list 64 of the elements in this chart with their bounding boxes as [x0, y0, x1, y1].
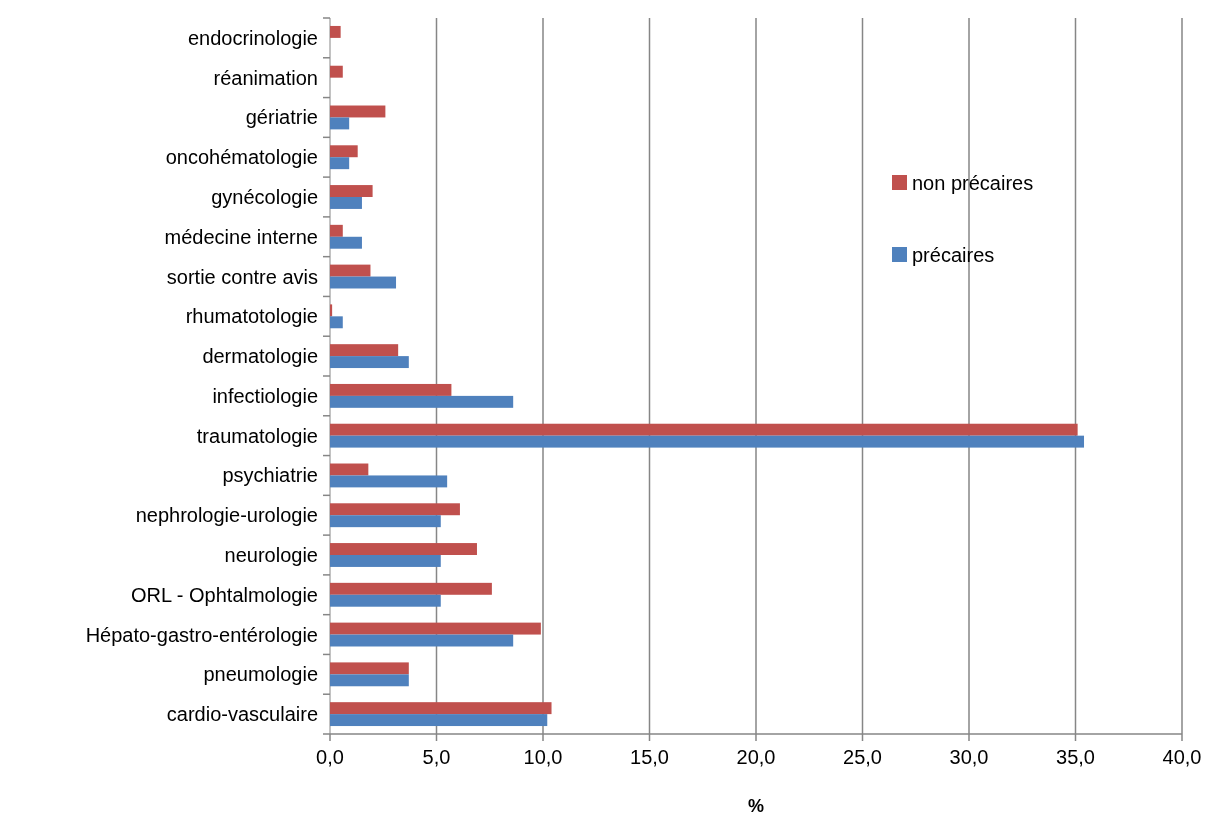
- y-tick-label: psychiatrie: [222, 464, 318, 487]
- y-tick-label: infectiologie: [212, 384, 318, 407]
- y-tick-label: cardio-vasculaire: [166, 703, 318, 726]
- bar: [330, 475, 448, 488]
- bar: [330, 304, 333, 317]
- bar: [330, 224, 343, 237]
- y-tick-label: dermatologie: [202, 345, 318, 368]
- bar: [330, 197, 362, 209]
- y-tick-label: réanimation: [213, 66, 318, 89]
- bar: [330, 276, 397, 289]
- bar: [330, 622, 541, 635]
- x-tick-label: 35,0: [1056, 746, 1095, 768]
- bar: [330, 674, 409, 687]
- bar: [330, 105, 386, 118]
- bar: [330, 65, 343, 78]
- legend-label: précaires: [912, 244, 995, 266]
- y-tick-label: Hépato-gastro-entérologie: [85, 623, 318, 646]
- y-tick-label: ORL - Ophtalmologie: [130, 583, 318, 606]
- bar: [330, 25, 341, 38]
- y-tick-label: endocrinologie: [187, 26, 318, 49]
- bar: [330, 555, 441, 567]
- bar: [330, 714, 548, 727]
- y-tick-label: gynécologie: [211, 186, 318, 208]
- bar: [330, 463, 369, 476]
- bar: [330, 662, 409, 675]
- x-tick-label: 40,0: [1162, 746, 1202, 768]
- bar: [330, 395, 514, 408]
- y-tick-label: nephrologie-urologie: [135, 504, 318, 527]
- x-tick-label: 30,0: [949, 746, 989, 768]
- y-tick-label: sortie contre avis: [166, 265, 318, 288]
- y-tick-label: médecine interne: [164, 225, 318, 248]
- bar: [330, 435, 1085, 448]
- bar: [330, 503, 460, 516]
- bar: [330, 356, 409, 369]
- bar: [330, 344, 399, 357]
- bar: [330, 145, 358, 158]
- bar: [330, 594, 441, 607]
- bar: [330, 383, 452, 396]
- y-tick-label: rhumatotologie: [185, 305, 318, 328]
- bar: [330, 423, 1078, 436]
- y-tick-label: pneumologie: [203, 663, 318, 686]
- bar: [330, 157, 350, 170]
- x-tick-label: 5,0: [422, 746, 451, 768]
- x-tick-label: 25,0: [843, 746, 882, 768]
- y-tick-label: neurologie: [224, 544, 318, 566]
- x-tick-label: 20,0: [736, 746, 776, 768]
- x-tick-label: 10,0: [523, 746, 563, 768]
- bar: [330, 316, 343, 329]
- bar: [330, 582, 492, 595]
- bar: [330, 634, 514, 647]
- bar: [330, 185, 373, 197]
- legend-label: non précaires: [912, 172, 1034, 194]
- x-tick-label: 15,0: [630, 746, 669, 768]
- y-tick-label: gériatrie: [245, 106, 318, 129]
- x-tick-label: 0,0: [316, 746, 344, 768]
- bar: [330, 117, 350, 130]
- bar: [330, 515, 441, 528]
- bar: [330, 702, 552, 715]
- y-tick-label: traumatologie: [196, 424, 318, 447]
- bar: [330, 543, 477, 555]
- x-axis-title: %: [747, 796, 765, 816]
- bar: [330, 236, 362, 249]
- y-tick-label: oncohématologie: [165, 146, 318, 169]
- bar: [330, 264, 371, 277]
